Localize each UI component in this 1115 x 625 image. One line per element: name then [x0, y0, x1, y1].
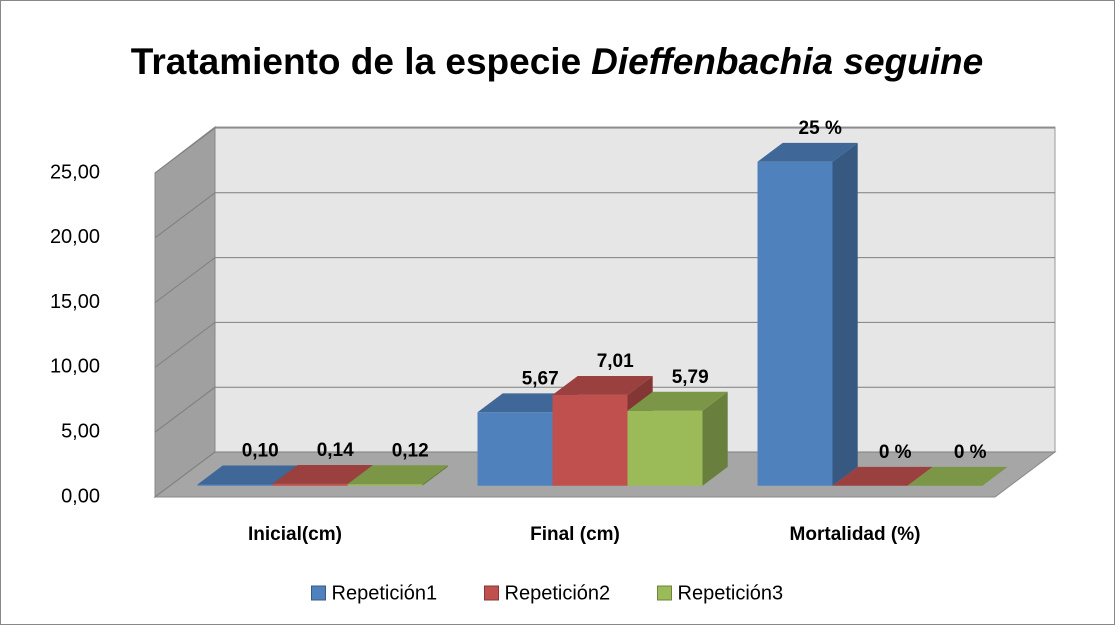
grid-line-side: [154, 386, 216, 433]
legend-swatch: [657, 585, 672, 601]
bar-side: [702, 391, 728, 486]
grid-line-side: [154, 192, 216, 239]
bar-top: [272, 465, 373, 484]
bar: [347, 484, 423, 486]
y-tick-label: 20,00: [50, 226, 100, 248]
y-tick-label: 0,00: [61, 485, 100, 507]
value-label: 25 %: [799, 118, 842, 139]
y-tick-label: 5,00: [61, 420, 100, 442]
title-species: Dieffenbachia seguine: [591, 41, 983, 82]
legend-label: Repetición1: [332, 582, 438, 604]
grid-line-side: [154, 451, 216, 498]
side-wall: [154, 125, 216, 498]
bar-side: [422, 465, 448, 486]
bar-top: [907, 466, 1008, 486]
y-tick-label: 10,00: [50, 356, 100, 378]
x-tick-label: Mortalidad (%): [790, 524, 921, 545]
bar: [552, 394, 628, 486]
grid-line-side: [154, 321, 216, 368]
value-label: 0 %: [954, 442, 987, 463]
bar: [627, 410, 703, 486]
y-tick-label: 25,00: [50, 161, 100, 183]
value-label: 5,67: [522, 368, 559, 389]
bar-top: [757, 142, 858, 162]
chart-title: Tratamiento de la especie Dieffenbachia s…: [131, 41, 983, 82]
legend-swatch: [484, 585, 499, 601]
legend-label: Repetición2: [505, 582, 611, 604]
y-tick-label: 15,00: [50, 291, 100, 313]
bar-top: [197, 465, 298, 485]
value-label: 0,12: [392, 440, 429, 461]
bar: [477, 412, 553, 486]
value-label: 0,10: [242, 441, 279, 462]
value-label: 0,14: [317, 440, 354, 461]
value-label: 5,79: [672, 367, 709, 388]
bar-side: [832, 142, 858, 486]
legend-swatch: [311, 585, 326, 601]
bar-top: [832, 466, 933, 486]
grid-line-side: [154, 257, 216, 304]
legend-label: Repetición3: [678, 582, 784, 604]
title-text: Tratamiento de la especie: [131, 41, 581, 82]
bar-top: [347, 465, 448, 485]
value-label: 0 %: [879, 442, 912, 463]
bar: [272, 483, 348, 486]
grid-line-side: [154, 127, 216, 174]
x-tick-label: Final (cm): [530, 524, 620, 545]
bar-top: [552, 376, 653, 395]
bar-top: [627, 391, 728, 411]
value-label: 7,01: [597, 351, 634, 372]
x-tick-label: Inicial(cm): [248, 524, 342, 545]
bar: [197, 484, 273, 486]
bar: [757, 161, 833, 486]
